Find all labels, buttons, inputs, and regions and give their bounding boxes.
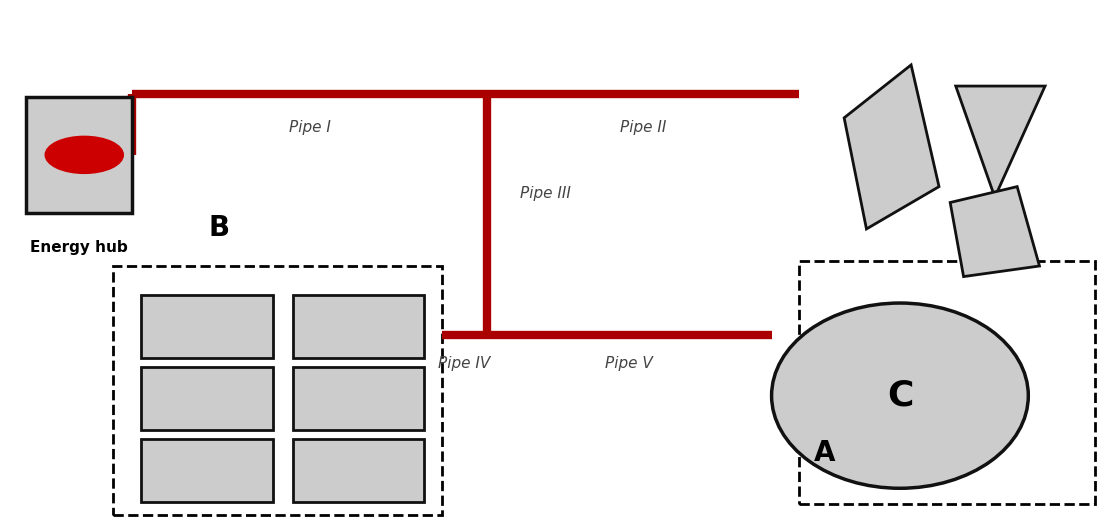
Text: A: A — [814, 439, 836, 467]
Circle shape — [45, 136, 123, 173]
Text: Pipe IV: Pipe IV — [439, 356, 491, 371]
Text: Pipe I: Pipe I — [289, 120, 330, 136]
Ellipse shape — [772, 303, 1028, 488]
Polygon shape — [844, 65, 939, 229]
Bar — [293, 439, 424, 502]
Bar — [113, 266, 442, 515]
Text: Pipe III: Pipe III — [520, 186, 572, 201]
Polygon shape — [956, 86, 1045, 197]
Bar — [26, 97, 132, 213]
Text: Pipe V: Pipe V — [605, 356, 653, 371]
Polygon shape — [950, 187, 1040, 277]
Bar — [141, 295, 273, 358]
Text: Pipe II: Pipe II — [620, 120, 667, 136]
Text: C: C — [886, 379, 913, 413]
Text: B: B — [208, 214, 229, 242]
Bar — [141, 367, 273, 429]
Text: Energy hub: Energy hub — [30, 239, 128, 254]
Bar — [141, 439, 273, 502]
Bar — [293, 295, 424, 358]
Bar — [293, 367, 424, 429]
Bar — [799, 261, 1096, 504]
